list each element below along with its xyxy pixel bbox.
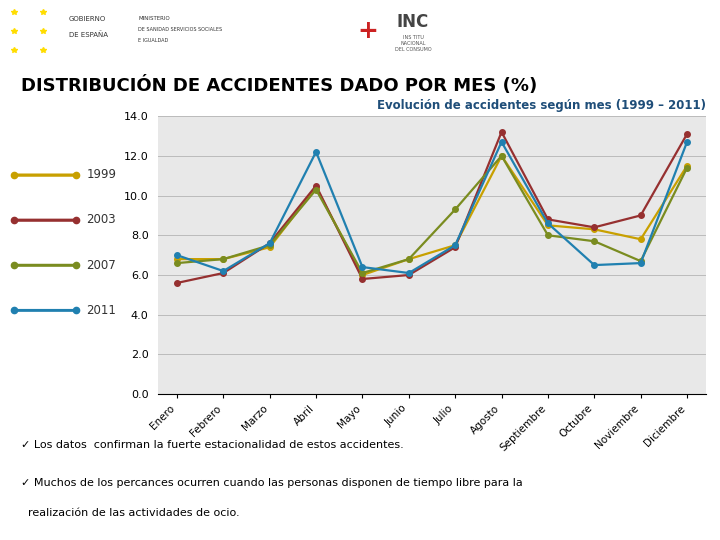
Text: 1999: 1999 bbox=[86, 168, 117, 181]
Text: GOBIERNO: GOBIERNO bbox=[69, 16, 107, 22]
Text: ✓ Muchos de los percances ocurren cuando las personas disponen de tiempo libre p: ✓ Muchos de los percances ocurren cuando… bbox=[22, 478, 523, 489]
Text: DE ESPAÑA: DE ESPAÑA bbox=[69, 31, 108, 37]
Text: +: + bbox=[358, 19, 379, 43]
Text: 2007: 2007 bbox=[86, 259, 116, 272]
Text: MINISTERIO: MINISTERIO bbox=[138, 16, 170, 21]
Text: realización de las actividades de ocio.: realización de las actividades de ocio. bbox=[22, 508, 240, 518]
Text: Evolución de accidentes según mes (1999 – 2011): Evolución de accidentes según mes (1999 … bbox=[377, 99, 706, 112]
Text: ✓ Los datos  confirman la fuerte estacionalidad de estos accidentes.: ✓ Los datos confirman la fuerte estacion… bbox=[22, 440, 404, 450]
Text: INS TITU
NACIONAL
DEL CONSUMO: INS TITU NACIONAL DEL CONSUMO bbox=[395, 35, 431, 52]
Text: E IGUALDAD: E IGUALDAD bbox=[138, 38, 168, 43]
Text: 2003: 2003 bbox=[86, 213, 116, 226]
Text: 2011: 2011 bbox=[86, 303, 116, 316]
Text: DISTRIBUCIÓN DE ACCIDENTES DADO POR MES (%): DISTRIBUCIÓN DE ACCIDENTES DADO POR MES … bbox=[22, 76, 538, 94]
Text: INC: INC bbox=[397, 13, 429, 31]
Text: DE SANIDAD SERVICIOS SOCIALES: DE SANIDAD SERVICIOS SOCIALES bbox=[138, 28, 222, 32]
